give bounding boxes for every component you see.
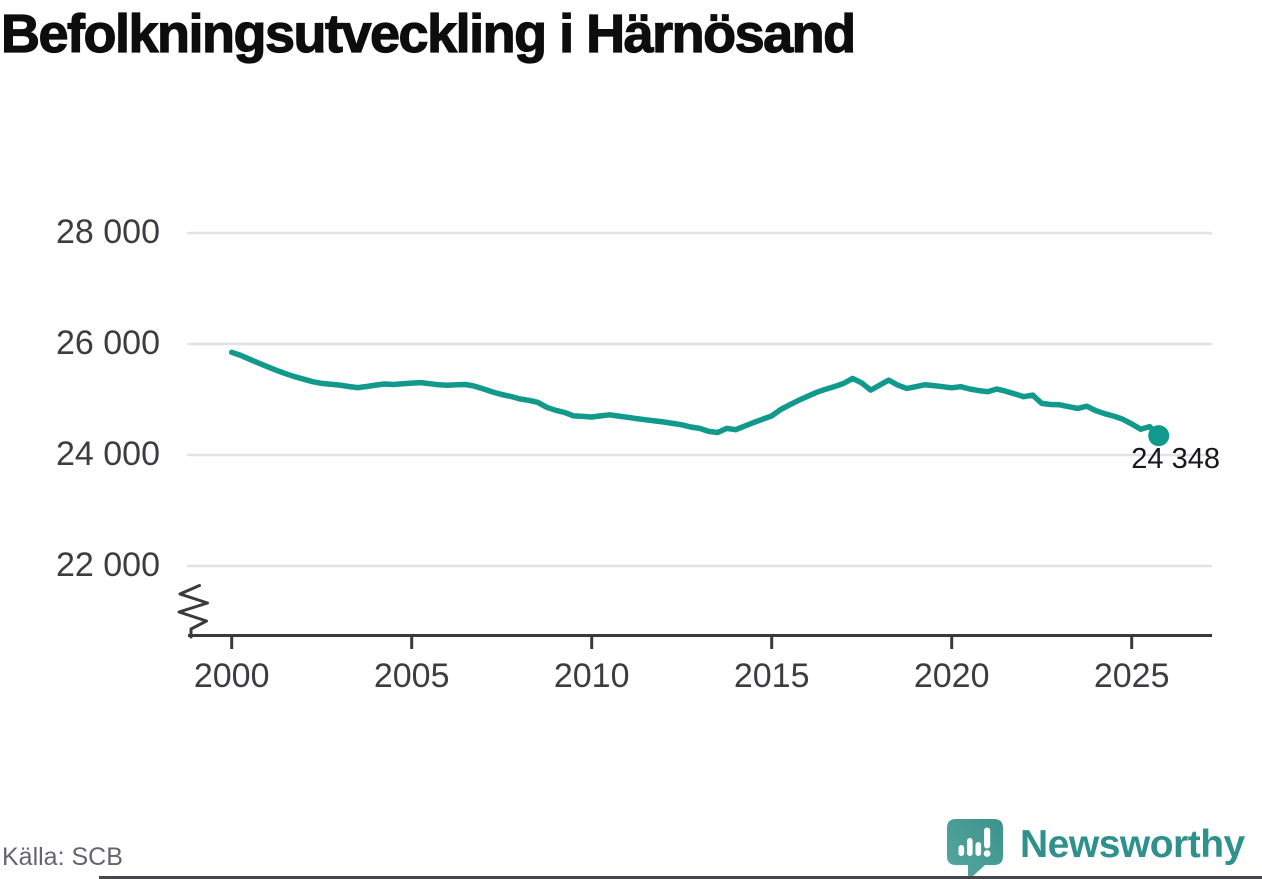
end-value-label: 24 348 (1131, 443, 1220, 475)
x-tick-label-2020: 2020 (913, 657, 990, 695)
end-point-dot (1148, 425, 1170, 447)
logo-exclamation-bar (984, 827, 991, 849)
population-line (228, 349, 1162, 439)
y-tick-label-26000: 26 000 (56, 324, 160, 362)
newsworthy-chart-bubble-icon (947, 819, 1003, 878)
newsworthy-logo-text: Newsworthy (1020, 822, 1245, 866)
x-tick-label-2015: 2015 (733, 657, 810, 695)
logo-bar-2 (967, 838, 973, 856)
axis-break-icon (177, 584, 209, 639)
logo-bar-3 (975, 842, 982, 856)
logo-bar-1 (958, 845, 965, 856)
y-tick-label-22000: 22 000 (56, 546, 160, 584)
x-tick-label-2005: 2005 (373, 657, 450, 695)
page-title: Befolkningsutveckling i Härnösand (0, 4, 856, 64)
source-label: Källa: SCB (2, 843, 123, 871)
x-tick-label-2000: 2000 (193, 657, 270, 695)
newsworthy-logo[interactable]: Newsworthy (947, 818, 1261, 879)
x-tick-label-2025: 2025 (1093, 657, 1170, 695)
logo-exclamation-dot (983, 850, 991, 857)
y-tick-label-28000: 28 000 (56, 213, 160, 251)
bottom-edge-line (99, 876, 1262, 879)
x-tick-label-2010: 2010 (553, 657, 630, 695)
y-tick-label-24000: 24 000 (56, 435, 160, 473)
